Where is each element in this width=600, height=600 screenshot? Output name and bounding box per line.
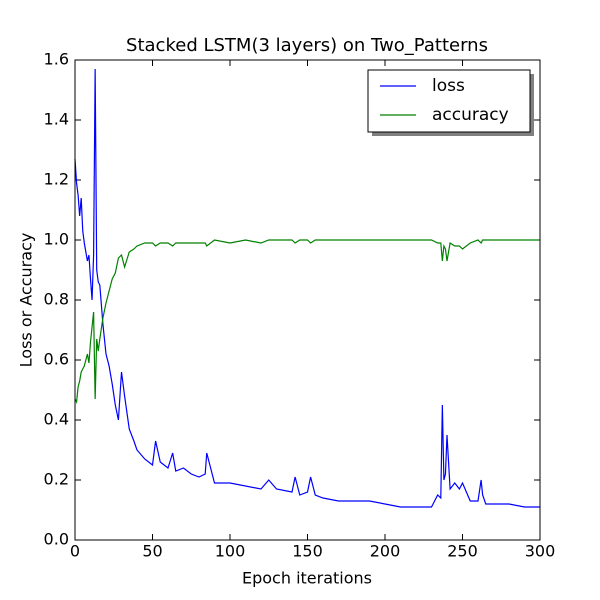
chart-title: Stacked LSTM(3 layers) on Two_Patterns <box>126 35 488 56</box>
legend-label: loss <box>432 76 465 96</box>
y-tick-label: 0.2 <box>44 470 69 489</box>
y-tick-label: 0.6 <box>44 350 69 369</box>
y-tick-label: 1.0 <box>44 230 69 249</box>
x-tick-label: 250 <box>447 542 478 561</box>
line-series <box>74 68 540 508</box>
plot-frame <box>74 59 541 541</box>
y-tick-label: 1.2 <box>44 170 69 189</box>
x-tick-label: 0 <box>70 542 80 561</box>
x-tick-label: 300 <box>525 542 556 561</box>
y-tick-label: 1.4 <box>44 110 69 129</box>
y-axis-label: Loss or Accuracy <box>17 233 36 368</box>
legend-label: accuracy <box>432 105 509 125</box>
x-tick-label: 100 <box>215 542 246 561</box>
y-tick-label: 0.0 <box>44 530 69 549</box>
y-tick-label: 0.4 <box>44 410 69 429</box>
line-series <box>74 239 540 405</box>
x-tick-label: 200 <box>370 542 401 561</box>
y-tick-label: 0.8 <box>44 290 69 309</box>
y-tick-label: 1.6 <box>44 50 69 69</box>
x-axis-label: Epoch iterations <box>242 569 372 588</box>
legend <box>367 69 531 133</box>
x-tick-label: 150 <box>292 542 323 561</box>
x-tick-label: 50 <box>142 542 162 561</box>
